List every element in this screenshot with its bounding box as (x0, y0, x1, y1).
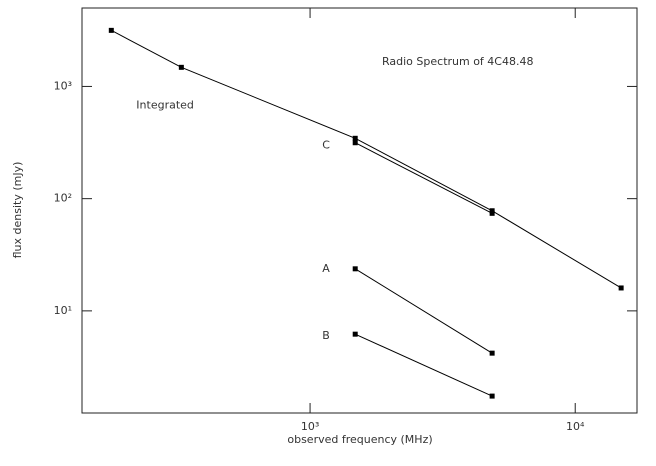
y-tick-label: 10¹ (54, 304, 72, 317)
y-tick-label: 10³ (54, 79, 72, 92)
x-tick-label: 10³ (301, 420, 319, 433)
chart-title: Radio Spectrum of 4C48.48 (382, 55, 533, 68)
data-point (352, 135, 358, 141)
data-point (352, 331, 358, 337)
x-tick-label: 10⁴ (566, 420, 585, 433)
series-label: Integrated (136, 98, 194, 111)
series-label: C (322, 139, 330, 152)
data-point (489, 350, 495, 356)
series-line (111, 29, 622, 289)
data-point (489, 393, 495, 399)
x-axis-label: observed frequency (MHz) (287, 433, 432, 446)
plot-frame (81, 7, 638, 414)
y-tick-label: 10² (54, 192, 72, 205)
series-line (354, 142, 493, 214)
data-point (489, 210, 495, 216)
data-point (489, 208, 495, 214)
series-label: A (322, 262, 330, 275)
series-label: B (322, 329, 330, 342)
data-point (352, 140, 358, 146)
data-point (108, 27, 114, 33)
data-point (618, 285, 624, 291)
series-line (354, 268, 493, 354)
data-point (178, 64, 184, 70)
data-point (352, 266, 358, 272)
series-line (355, 333, 493, 397)
y-axis-label: flux density (mJy) (11, 162, 24, 259)
